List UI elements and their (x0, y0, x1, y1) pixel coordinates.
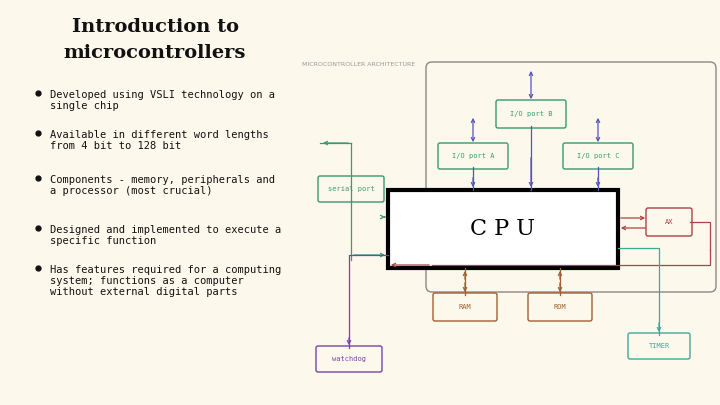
Text: microcontrollers: microcontrollers (64, 44, 246, 62)
Text: AX: AX (665, 219, 673, 225)
Text: I/O port A: I/O port A (451, 153, 494, 159)
Text: Developed using VSLI technology on a: Developed using VSLI technology on a (50, 90, 275, 100)
Text: I/O port B: I/O port B (510, 111, 552, 117)
Text: I/O port C: I/O port C (577, 153, 619, 159)
Text: system; functions as a computer: system; functions as a computer (50, 276, 244, 286)
Text: RAM: RAM (459, 304, 472, 310)
Text: specific function: specific function (50, 236, 156, 246)
Text: without external digital parts: without external digital parts (50, 287, 238, 297)
Text: ROM: ROM (554, 304, 567, 310)
Text: TIMER: TIMER (649, 343, 670, 349)
Text: watchdog: watchdog (332, 356, 366, 362)
Text: a processor (most crucial): a processor (most crucial) (50, 186, 212, 196)
Text: serial port: serial port (328, 186, 374, 192)
Text: C P U: C P U (470, 218, 536, 240)
Text: MICROCONTROLLER ARCHITECTURE: MICROCONTROLLER ARCHITECTURE (302, 62, 415, 67)
Text: single chip: single chip (50, 101, 119, 111)
Text: Introduction to: Introduction to (71, 18, 238, 36)
Bar (388, 190, 618, 268)
Text: Components - memory, peripherals and: Components - memory, peripherals and (50, 175, 275, 185)
Text: Available in different word lengths: Available in different word lengths (50, 130, 269, 140)
Text: Has features required for a computing: Has features required for a computing (50, 265, 282, 275)
Text: Designed and implemented to execute a: Designed and implemented to execute a (50, 225, 282, 235)
Text: from 4 bit to 128 bit: from 4 bit to 128 bit (50, 141, 181, 151)
